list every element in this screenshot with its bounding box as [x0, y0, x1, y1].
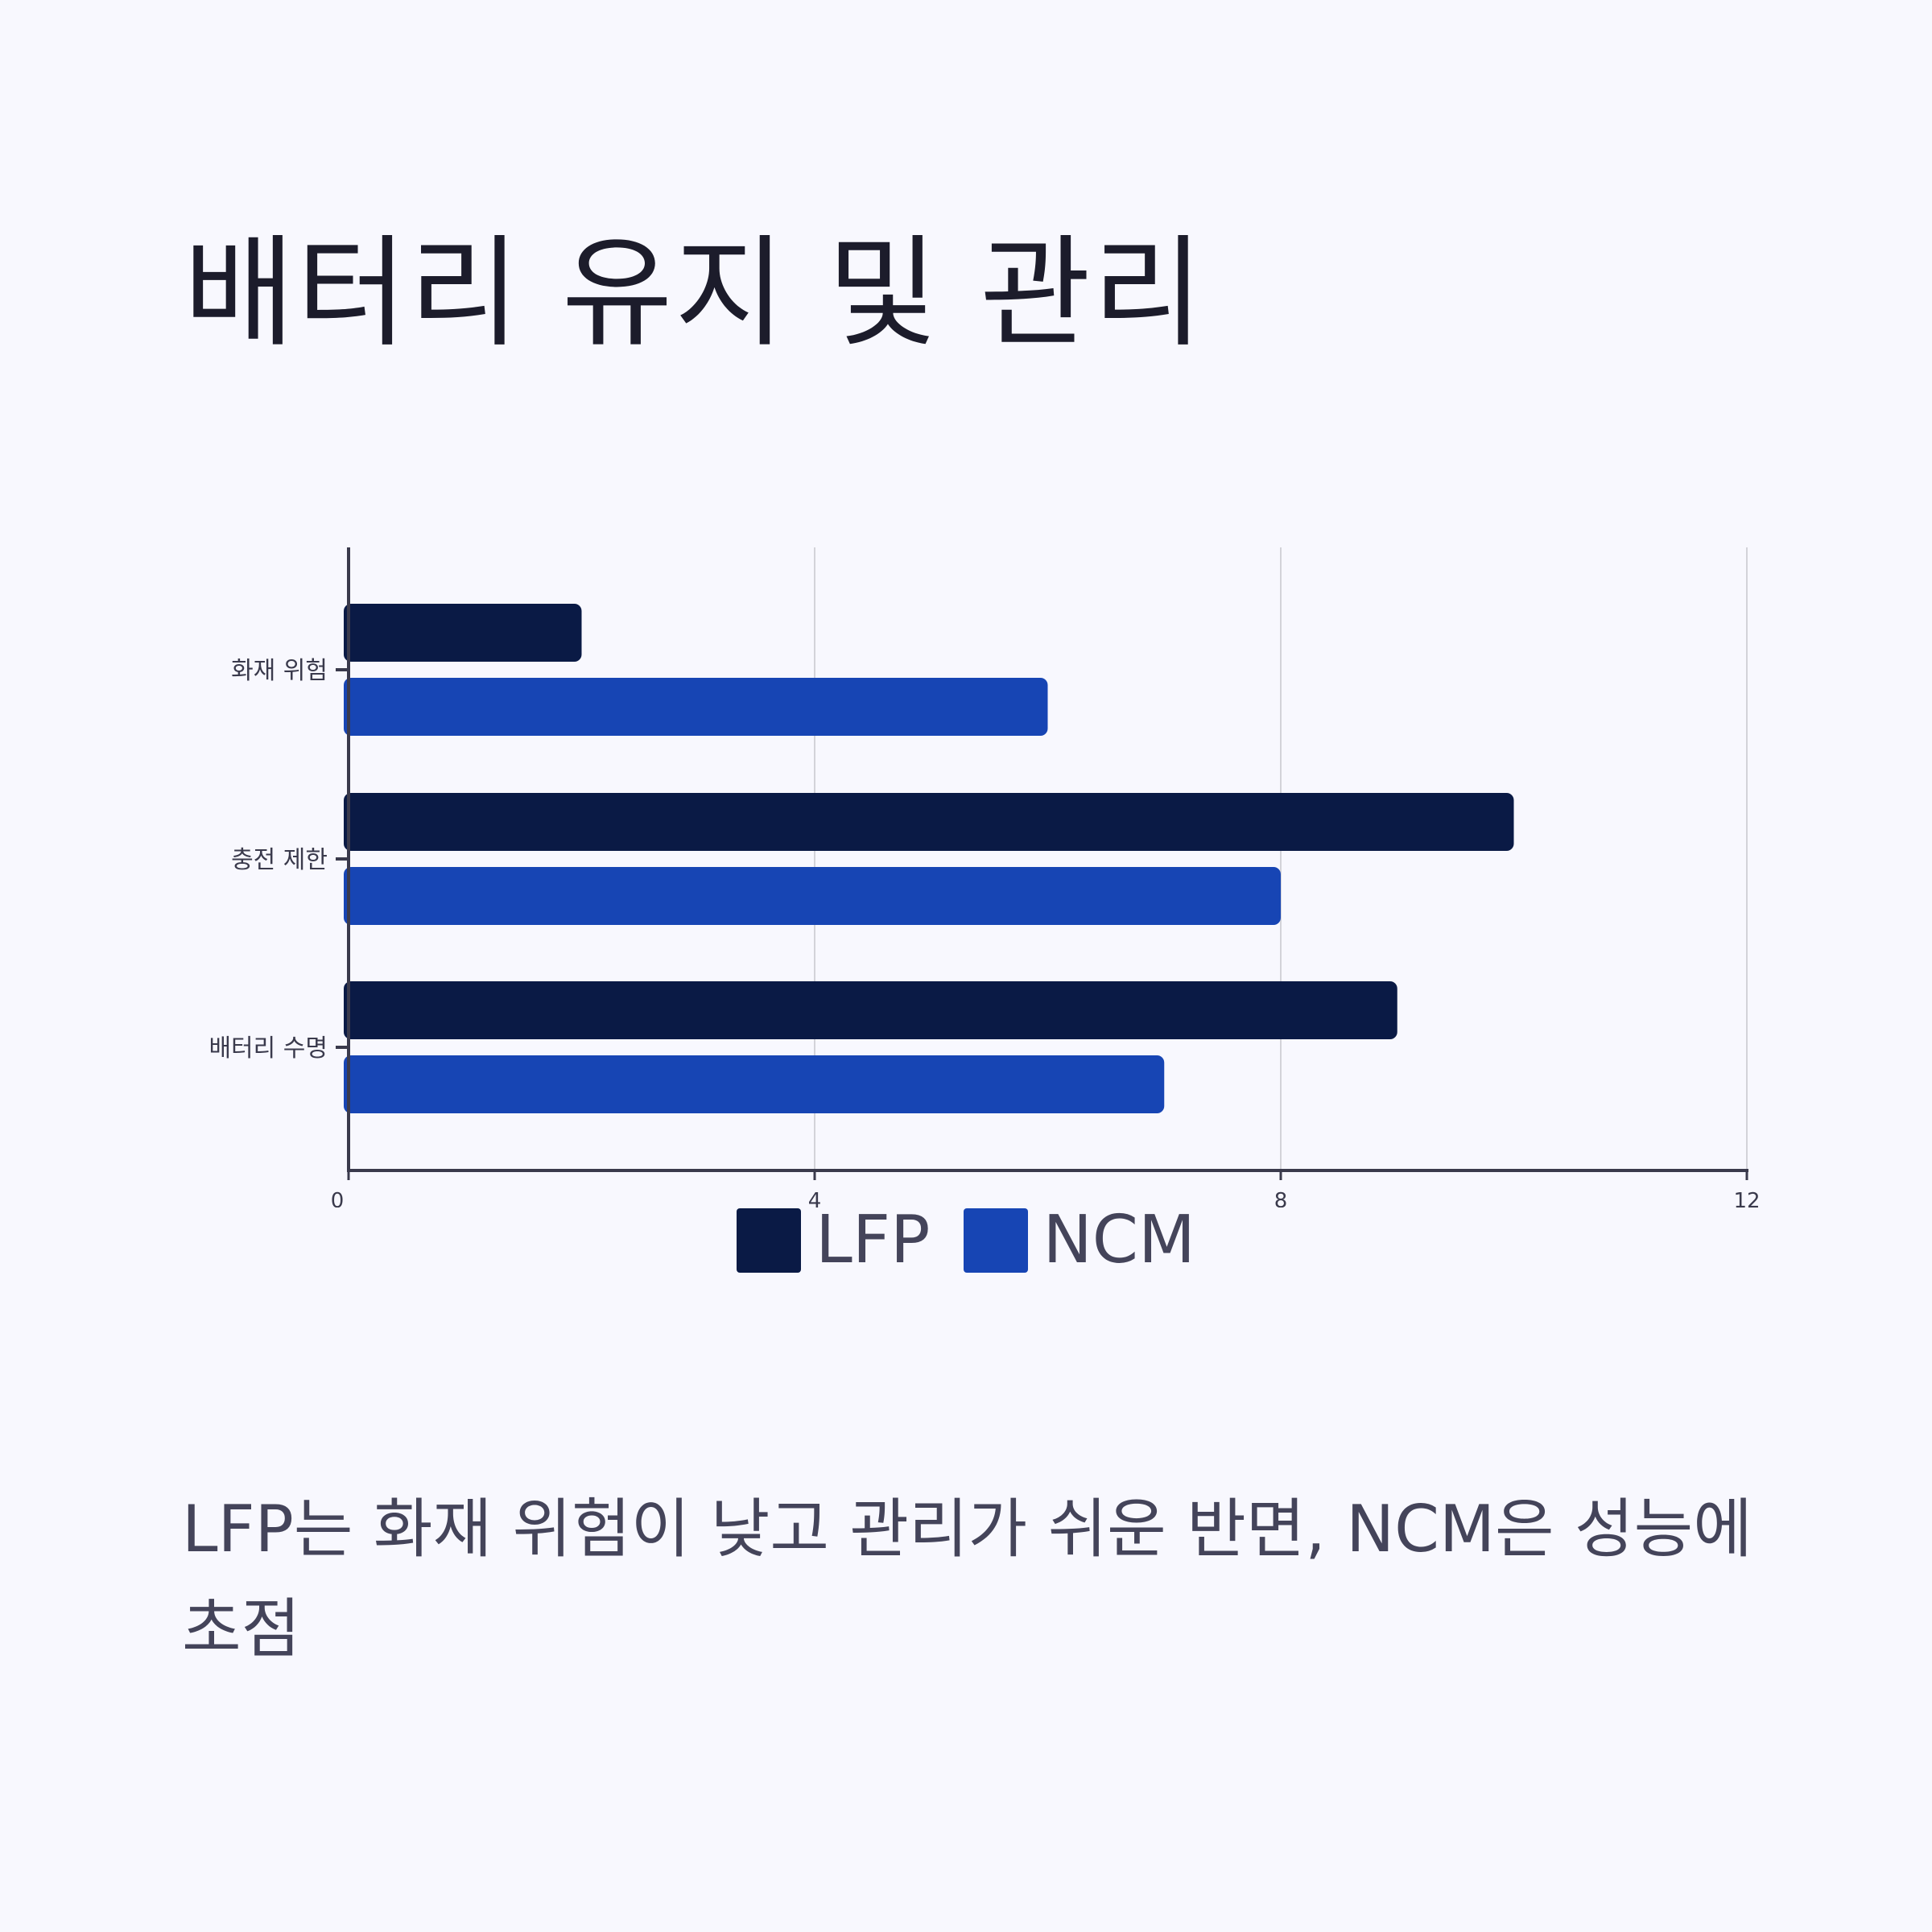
category-label: 배터리 수명 — [208, 1034, 328, 1063]
x-tick-label: 8 — [1274, 1189, 1288, 1208]
category-label: 화재 위험 — [231, 657, 328, 685]
legend-label-lfp: LFP — [815, 1202, 931, 1278]
bar-ncm-3 — [344, 1055, 1165, 1113]
bar-ncm-1 — [344, 678, 1048, 736]
legend: LFP NCM — [0, 1208, 1932, 1274]
legend-swatch-ncm — [964, 1208, 1029, 1273]
bar-lfp-1 — [344, 604, 582, 662]
caption: LFP는 화재 위험이 낮고 관리가 쉬운 반면, NCM은 성능에 초점 — [182, 1492, 1752, 1666]
axes — [336, 547, 1748, 1180]
legend-item-lfp[interactable]: LFP — [737, 1208, 930, 1274]
bar-lfp-2 — [344, 793, 1514, 851]
legend-label-ncm: NCM — [1042, 1202, 1195, 1278]
bar-ncm-2 — [344, 867, 1281, 925]
bars — [344, 604, 1514, 1113]
x-tick-label: 12 — [1733, 1189, 1760, 1208]
legend-item-ncm[interactable]: NCM — [964, 1208, 1195, 1274]
x-tick-label: 4 — [808, 1189, 822, 1208]
bar-lfp-3 — [344, 981, 1397, 1039]
page-title: 배터리 유지 및 관리 — [184, 224, 1206, 364]
category-label: 충전 제한 — [231, 846, 328, 874]
x-tick-label: 0 — [331, 1189, 345, 1208]
legend-swatch-lfp — [737, 1208, 802, 1273]
